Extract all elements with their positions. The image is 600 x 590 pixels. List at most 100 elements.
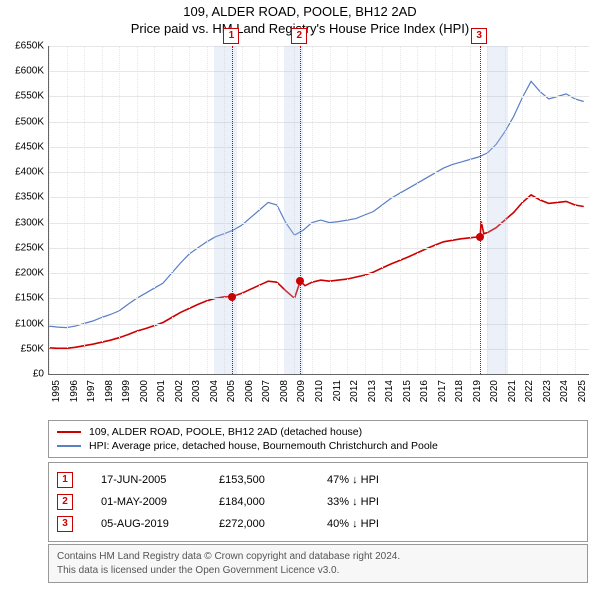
event-badge-3: 3	[57, 516, 73, 532]
event-date-3: 05-AUG-2019	[101, 518, 191, 530]
y-tick-label: £350K	[0, 192, 44, 203]
y-tick-label: £550K	[0, 91, 44, 102]
gridline-v	[189, 46, 190, 374]
gridline-v	[49, 46, 50, 374]
x-tick-label: 2015	[402, 380, 413, 420]
event-vline-1	[232, 46, 233, 374]
y-tick-label: £0	[0, 369, 44, 380]
y-tick-label: £150K	[0, 293, 44, 304]
gridline-v	[312, 46, 313, 374]
gridline-v	[242, 46, 243, 374]
x-tick-label: 2009	[296, 380, 307, 420]
gridline-v	[119, 46, 120, 374]
x-tick-label: 2004	[209, 380, 220, 420]
legend-label-hpi: HPI: Average price, detached house, Bour…	[89, 440, 438, 452]
x-tick-label: 2014	[384, 380, 395, 420]
event-vline-3	[480, 46, 481, 374]
gridline-v	[575, 46, 576, 374]
gridline-v	[382, 46, 383, 374]
x-tick-label: 2001	[156, 380, 167, 420]
gridline-v	[540, 46, 541, 374]
x-tick-label: 2024	[559, 380, 570, 420]
event-row-1: 1 17-JUN-2005 £153,500 47% ↓ HPI	[57, 469, 579, 491]
gridline-v	[137, 46, 138, 374]
gridline-v	[522, 46, 523, 374]
event-hpi-1: 47% ↓ HPI	[327, 474, 579, 486]
legend-swatch-hpi	[57, 445, 81, 447]
x-tick-label: 2012	[349, 380, 360, 420]
event-vline-2	[300, 46, 301, 374]
gridline-v	[435, 46, 436, 374]
event-dot-1	[228, 293, 236, 301]
event-price-1: £153,500	[219, 474, 299, 486]
chart-root: { "title": { "line1": "109, ALDER ROAD, …	[0, 0, 600, 590]
y-tick-label: £500K	[0, 116, 44, 127]
y-tick-label: £200K	[0, 268, 44, 279]
x-tick-label: 1996	[69, 380, 80, 420]
event-dot-2	[296, 277, 304, 285]
y-tick-label: £100K	[0, 318, 44, 329]
event-marker-badge-2: 2	[291, 28, 307, 44]
event-date-2: 01-MAY-2009	[101, 496, 191, 508]
event-badge-2: 2	[57, 494, 73, 510]
events-table: 1 17-JUN-2005 £153,500 47% ↓ HPI 2 01-MA…	[48, 462, 588, 542]
event-marker-badge-1: 1	[223, 28, 239, 44]
x-tick-label: 2021	[507, 380, 518, 420]
event-row-3: 3 05-AUG-2019 £272,000 40% ↓ HPI	[57, 513, 579, 535]
y-tick-label: £450K	[0, 141, 44, 152]
gridline-v	[365, 46, 366, 374]
x-tick-label: 2023	[542, 380, 553, 420]
x-tick-label: 2016	[419, 380, 430, 420]
footer-line-1: Contains HM Land Registry data © Crown c…	[57, 550, 579, 564]
x-tick-label: 2025	[577, 380, 588, 420]
gridline-v	[452, 46, 453, 374]
event-dot-3	[476, 233, 484, 241]
x-tick-label: 2002	[174, 380, 185, 420]
x-tick-label: 2020	[489, 380, 500, 420]
y-tick-label: £50K	[0, 343, 44, 354]
x-tick-label: 2018	[454, 380, 465, 420]
x-tick-label: 2008	[279, 380, 290, 420]
gridline-v	[172, 46, 173, 374]
x-tick-label: 1999	[121, 380, 132, 420]
x-tick-label: 1997	[86, 380, 97, 420]
gridline-v	[347, 46, 348, 374]
x-tick-label: 2007	[261, 380, 272, 420]
legend-item-property: 109, ALDER ROAD, POOLE, BH12 2AD (detach…	[57, 425, 579, 439]
gridline-v	[400, 46, 401, 374]
gridline-v	[207, 46, 208, 374]
x-tick-label: 2003	[191, 380, 202, 420]
plot-area	[48, 46, 589, 375]
x-tick-label: 1998	[104, 380, 115, 420]
x-tick-label: 2013	[367, 380, 378, 420]
gridline-v	[557, 46, 558, 374]
event-badge-1: 1	[57, 472, 73, 488]
legend-item-hpi: HPI: Average price, detached house, Bour…	[57, 439, 579, 453]
event-hpi-2: 33% ↓ HPI	[327, 496, 579, 508]
x-tick-label: 2000	[139, 380, 150, 420]
y-tick-label: £400K	[0, 167, 44, 178]
y-tick-label: £650K	[0, 41, 44, 52]
gridline-v	[84, 46, 85, 374]
legend: 109, ALDER ROAD, POOLE, BH12 2AD (detach…	[48, 420, 588, 458]
event-price-2: £184,000	[219, 496, 299, 508]
title-line-1: 109, ALDER ROAD, POOLE, BH12 2AD	[0, 4, 600, 21]
event-marker-badge-3: 3	[471, 28, 487, 44]
gridline-v	[154, 46, 155, 374]
event-row-2: 2 01-MAY-2009 £184,000 33% ↓ HPI	[57, 491, 579, 513]
gridline-v	[67, 46, 68, 374]
legend-label-property: 109, ALDER ROAD, POOLE, BH12 2AD (detach…	[89, 426, 362, 438]
x-tick-label: 2010	[314, 380, 325, 420]
gridline-v	[330, 46, 331, 374]
footer-line-2: This data is licensed under the Open Gov…	[57, 564, 579, 578]
event-price-3: £272,000	[219, 518, 299, 530]
x-tick-label: 2011	[332, 380, 343, 420]
gridline-v	[470, 46, 471, 374]
event-hpi-3: 40% ↓ HPI	[327, 518, 579, 530]
shaded-region	[487, 46, 508, 374]
x-tick-label: 2019	[472, 380, 483, 420]
legend-swatch-property	[57, 431, 81, 433]
x-tick-label: 2017	[437, 380, 448, 420]
gridline-v	[417, 46, 418, 374]
y-tick-label: £600K	[0, 66, 44, 77]
